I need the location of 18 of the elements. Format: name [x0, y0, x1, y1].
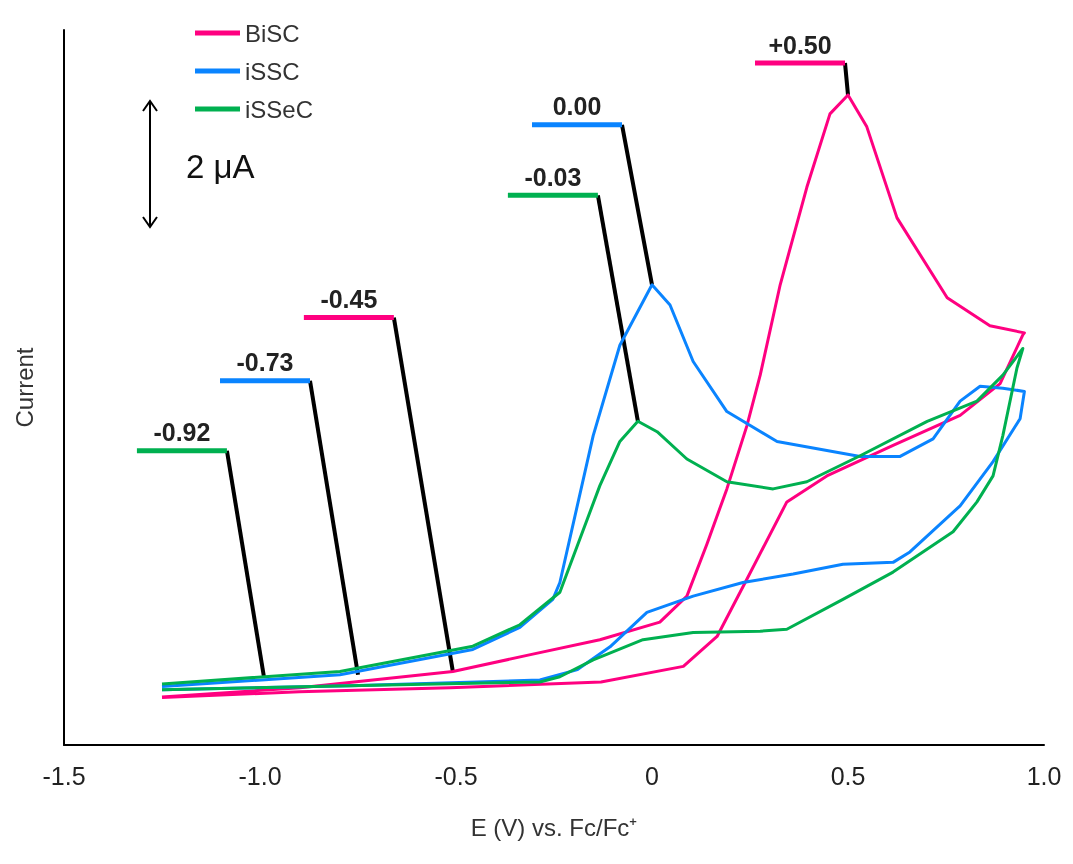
y-axis-title: Current — [10, 347, 38, 428]
legend-label: iSSeC — [245, 95, 314, 123]
annotation: +0.50 — [768, 30, 832, 59]
annotation: -0.92 — [153, 418, 211, 447]
annotation: 2 μA — [186, 148, 255, 185]
x-tick-label: -0.5 — [434, 761, 478, 790]
x-axis-title: E (V) vs. Fc/Fc⁺ — [470, 813, 638, 841]
annotation: -0.45 — [320, 285, 378, 314]
annotation: -0.03 — [524, 162, 582, 191]
legend-label: BiSC — [245, 19, 300, 47]
x-tick-label: 1.0 — [1026, 761, 1062, 790]
x-tick-label: -1.5 — [42, 761, 86, 790]
x-tick-label: 0 — [645, 761, 659, 790]
x-tick-label: 0.5 — [830, 761, 866, 790]
legend-label: iSSC — [245, 57, 300, 85]
annotation: 0.00 — [552, 92, 602, 121]
annotation: -0.73 — [236, 348, 294, 377]
x-tick-label: -1.0 — [238, 761, 282, 790]
